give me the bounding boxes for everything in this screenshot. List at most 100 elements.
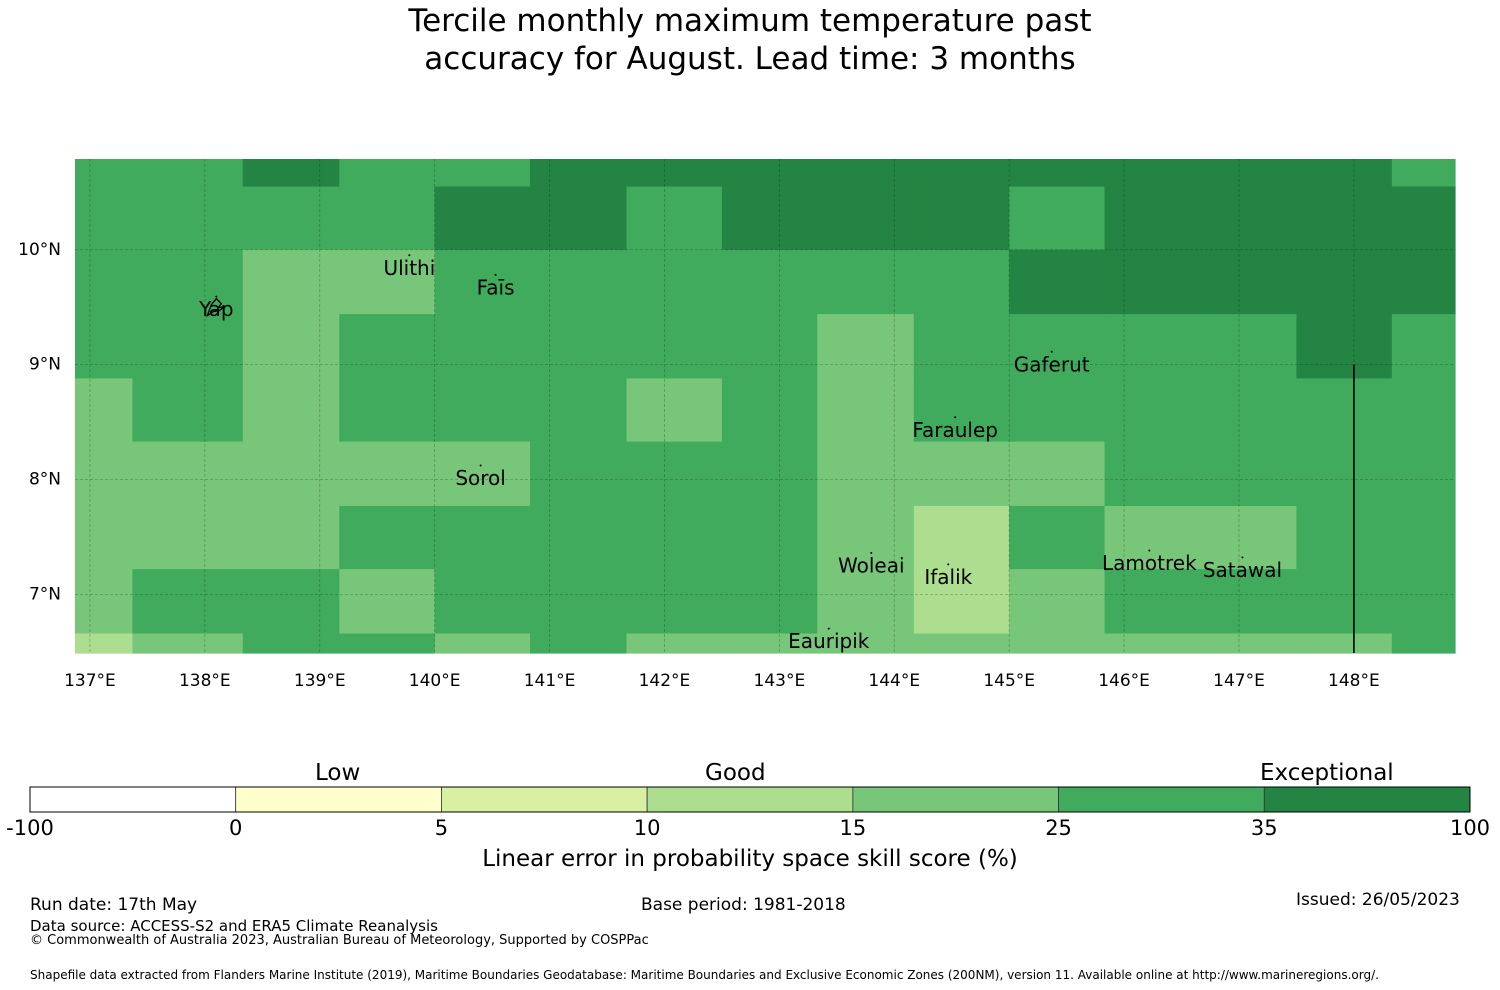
grid-cell-r2-c4 (434, 249, 531, 315)
grid-cell-r8-c14 (1391, 633, 1456, 654)
grid-cell-r7-c8 (817, 569, 915, 635)
grid-cell-r7-c12 (1201, 569, 1298, 635)
grid-cell-r8-c7 (721, 633, 818, 654)
grid-cell-r6-c5 (530, 505, 628, 570)
colorbar-tick-5: 25 (1045, 816, 1072, 840)
island-mark-ulithi (408, 254, 411, 257)
grid-cell-r3-c4 (434, 314, 531, 380)
place-labels: Ulithi Faīs Yap Gaferut Faraulep Sorol Woleai I… (198, 256, 1282, 653)
grid-cell-r4-c12 (1201, 378, 1298, 443)
map-title-line-1: Tercile monthly maximum temperature past (408, 3, 1092, 39)
grid-cell-r4-c7 (721, 378, 818, 443)
yap-island-outline (206, 297, 227, 318)
grid-cell-r5-c3 (339, 441, 436, 507)
grid-cell-r3-c5 (530, 314, 628, 380)
island-mark-woleai (870, 551, 873, 554)
grid-cell-r8-c5 (530, 633, 628, 654)
colorbar-swatch-3 (646, 786, 854, 813)
grid-cell-r2-c11 (1104, 249, 1202, 315)
place-label-gaferut: Gaferut (1014, 352, 1090, 376)
grid-cell-r4-c11 (1104, 378, 1202, 443)
grid-cell-r6-c9 (913, 505, 1010, 570)
grid-cell-r5-c7 (721, 441, 818, 507)
grid-cell-r8-c13 (1296, 633, 1393, 654)
grid-cell-r0-c0 (75, 159, 134, 188)
skill-score-grid (75, 159, 1456, 654)
grid-cell-r2-c1 (132, 249, 244, 315)
grid-cell-r5-c10 (1009, 441, 1106, 507)
grid-cell-r1-c5 (530, 186, 628, 251)
lon-tick-label-146: 146°E (1098, 671, 1150, 691)
grid-cell-r1-c2 (242, 186, 340, 251)
grid-cell-r5-c9 (913, 441, 1010, 507)
grid-cell-r1-c6 (626, 186, 723, 251)
grid-cell-r0-c3 (339, 159, 436, 188)
grid-cell-r3-c1 (132, 314, 244, 380)
place-label-sorol: Sorol (455, 466, 506, 490)
grid-cell-r3-c11 (1104, 314, 1202, 380)
grid-cell-r2-c7 (721, 249, 818, 315)
grid-cell-r0-c6 (626, 159, 723, 188)
colorbar-tick-3: 10 (633, 816, 661, 840)
colorbar-label-good: Good (705, 760, 766, 786)
island-mark-eauripik (827, 627, 830, 630)
grid-cell-r4-c13 (1296, 378, 1393, 443)
grid-cell-r4-c6 (626, 378, 723, 443)
place-label-ifalik: Ifalik (924, 565, 972, 589)
islands (206, 254, 1244, 630)
lat-tick-label-8: 8°N (29, 470, 61, 490)
grid-cell-r2-c12 (1201, 249, 1298, 315)
grid-cell-r8-c12 (1201, 633, 1298, 654)
grid-cell-r4-c0 (75, 378, 134, 443)
grid-cell-r1-c11 (1104, 186, 1202, 251)
grid-cell-r6-c4 (434, 505, 531, 570)
grid-cell-r7-c11 (1104, 569, 1202, 635)
grid-cell-r5-c1 (132, 441, 244, 507)
colorbar (29, 786, 1471, 813)
place-label-eauripik: Eauripik (788, 629, 870, 653)
shapefile-credit: Shapefile data extracted from Flanders M… (30, 968, 1379, 982)
lon-tick-label-141: 141°E (524, 671, 576, 691)
grid-cell-r0-c10 (1009, 159, 1106, 188)
grid-cell-r3-c12 (1201, 314, 1298, 380)
grid-cell-r2-c3 (339, 249, 436, 315)
grid-cell-r4-c8 (817, 378, 915, 443)
grid-cell-r6-c12 (1201, 505, 1298, 570)
grid-cell-r0-c14 (1391, 159, 1456, 188)
grid-cell-r2-c14 (1391, 249, 1456, 315)
grid-cell-r3-c3 (339, 314, 436, 380)
grid-cell-r4-c9 (913, 378, 1010, 443)
grid-cell-r8-c10 (1009, 633, 1106, 654)
grid-cell-r3-c8 (817, 314, 915, 380)
grid-cell-r7-c0 (75, 569, 134, 635)
lon-tick-label-144: 144°E (868, 671, 920, 691)
place-label-ulithi: Ulithi (383, 256, 435, 280)
grid-cell-r6-c13 (1296, 505, 1393, 570)
place-label-lamotrek: Lamotrek (1102, 551, 1197, 575)
place-label-fas: Faīs (477, 275, 515, 299)
grid-cell-r0-c1 (132, 159, 244, 188)
colorbar-swatch-1 (235, 786, 442, 813)
colorbar-tick-1: 0 (229, 816, 243, 840)
grid-cell-r1-c12 (1201, 186, 1298, 251)
colorbar-tick-4: 15 (839, 816, 867, 840)
lon-tick-label-139: 139°E (294, 671, 346, 691)
lon-tick-label-140: 140°E (409, 671, 461, 691)
place-label-faraulep: Faraulep (912, 418, 998, 442)
island-mark-satawal (1241, 556, 1244, 559)
grid-cell-r2-c2 (242, 249, 340, 315)
grid-cell-r6-c11 (1104, 505, 1202, 570)
colorbar-swatch-0 (29, 786, 237, 813)
grid-cell-r0-c4 (434, 159, 531, 188)
grid-cell-r4-c14 (1391, 378, 1456, 443)
grid-cell-r8-c8 (817, 633, 915, 654)
grid-cell-r6-c14 (1391, 505, 1456, 570)
grid-cell-r8-c9 (913, 633, 1010, 654)
grid-cell-r5-c5 (530, 441, 628, 507)
grid-cell-r0-c13 (1296, 159, 1393, 188)
grid-cell-r7-c5 (530, 569, 628, 635)
grid-cell-r6-c0 (75, 505, 134, 570)
place-label-woleai: Woleai (838, 553, 905, 577)
map-title: Tercile monthly maximum temperature past… (0, 2, 1500, 78)
